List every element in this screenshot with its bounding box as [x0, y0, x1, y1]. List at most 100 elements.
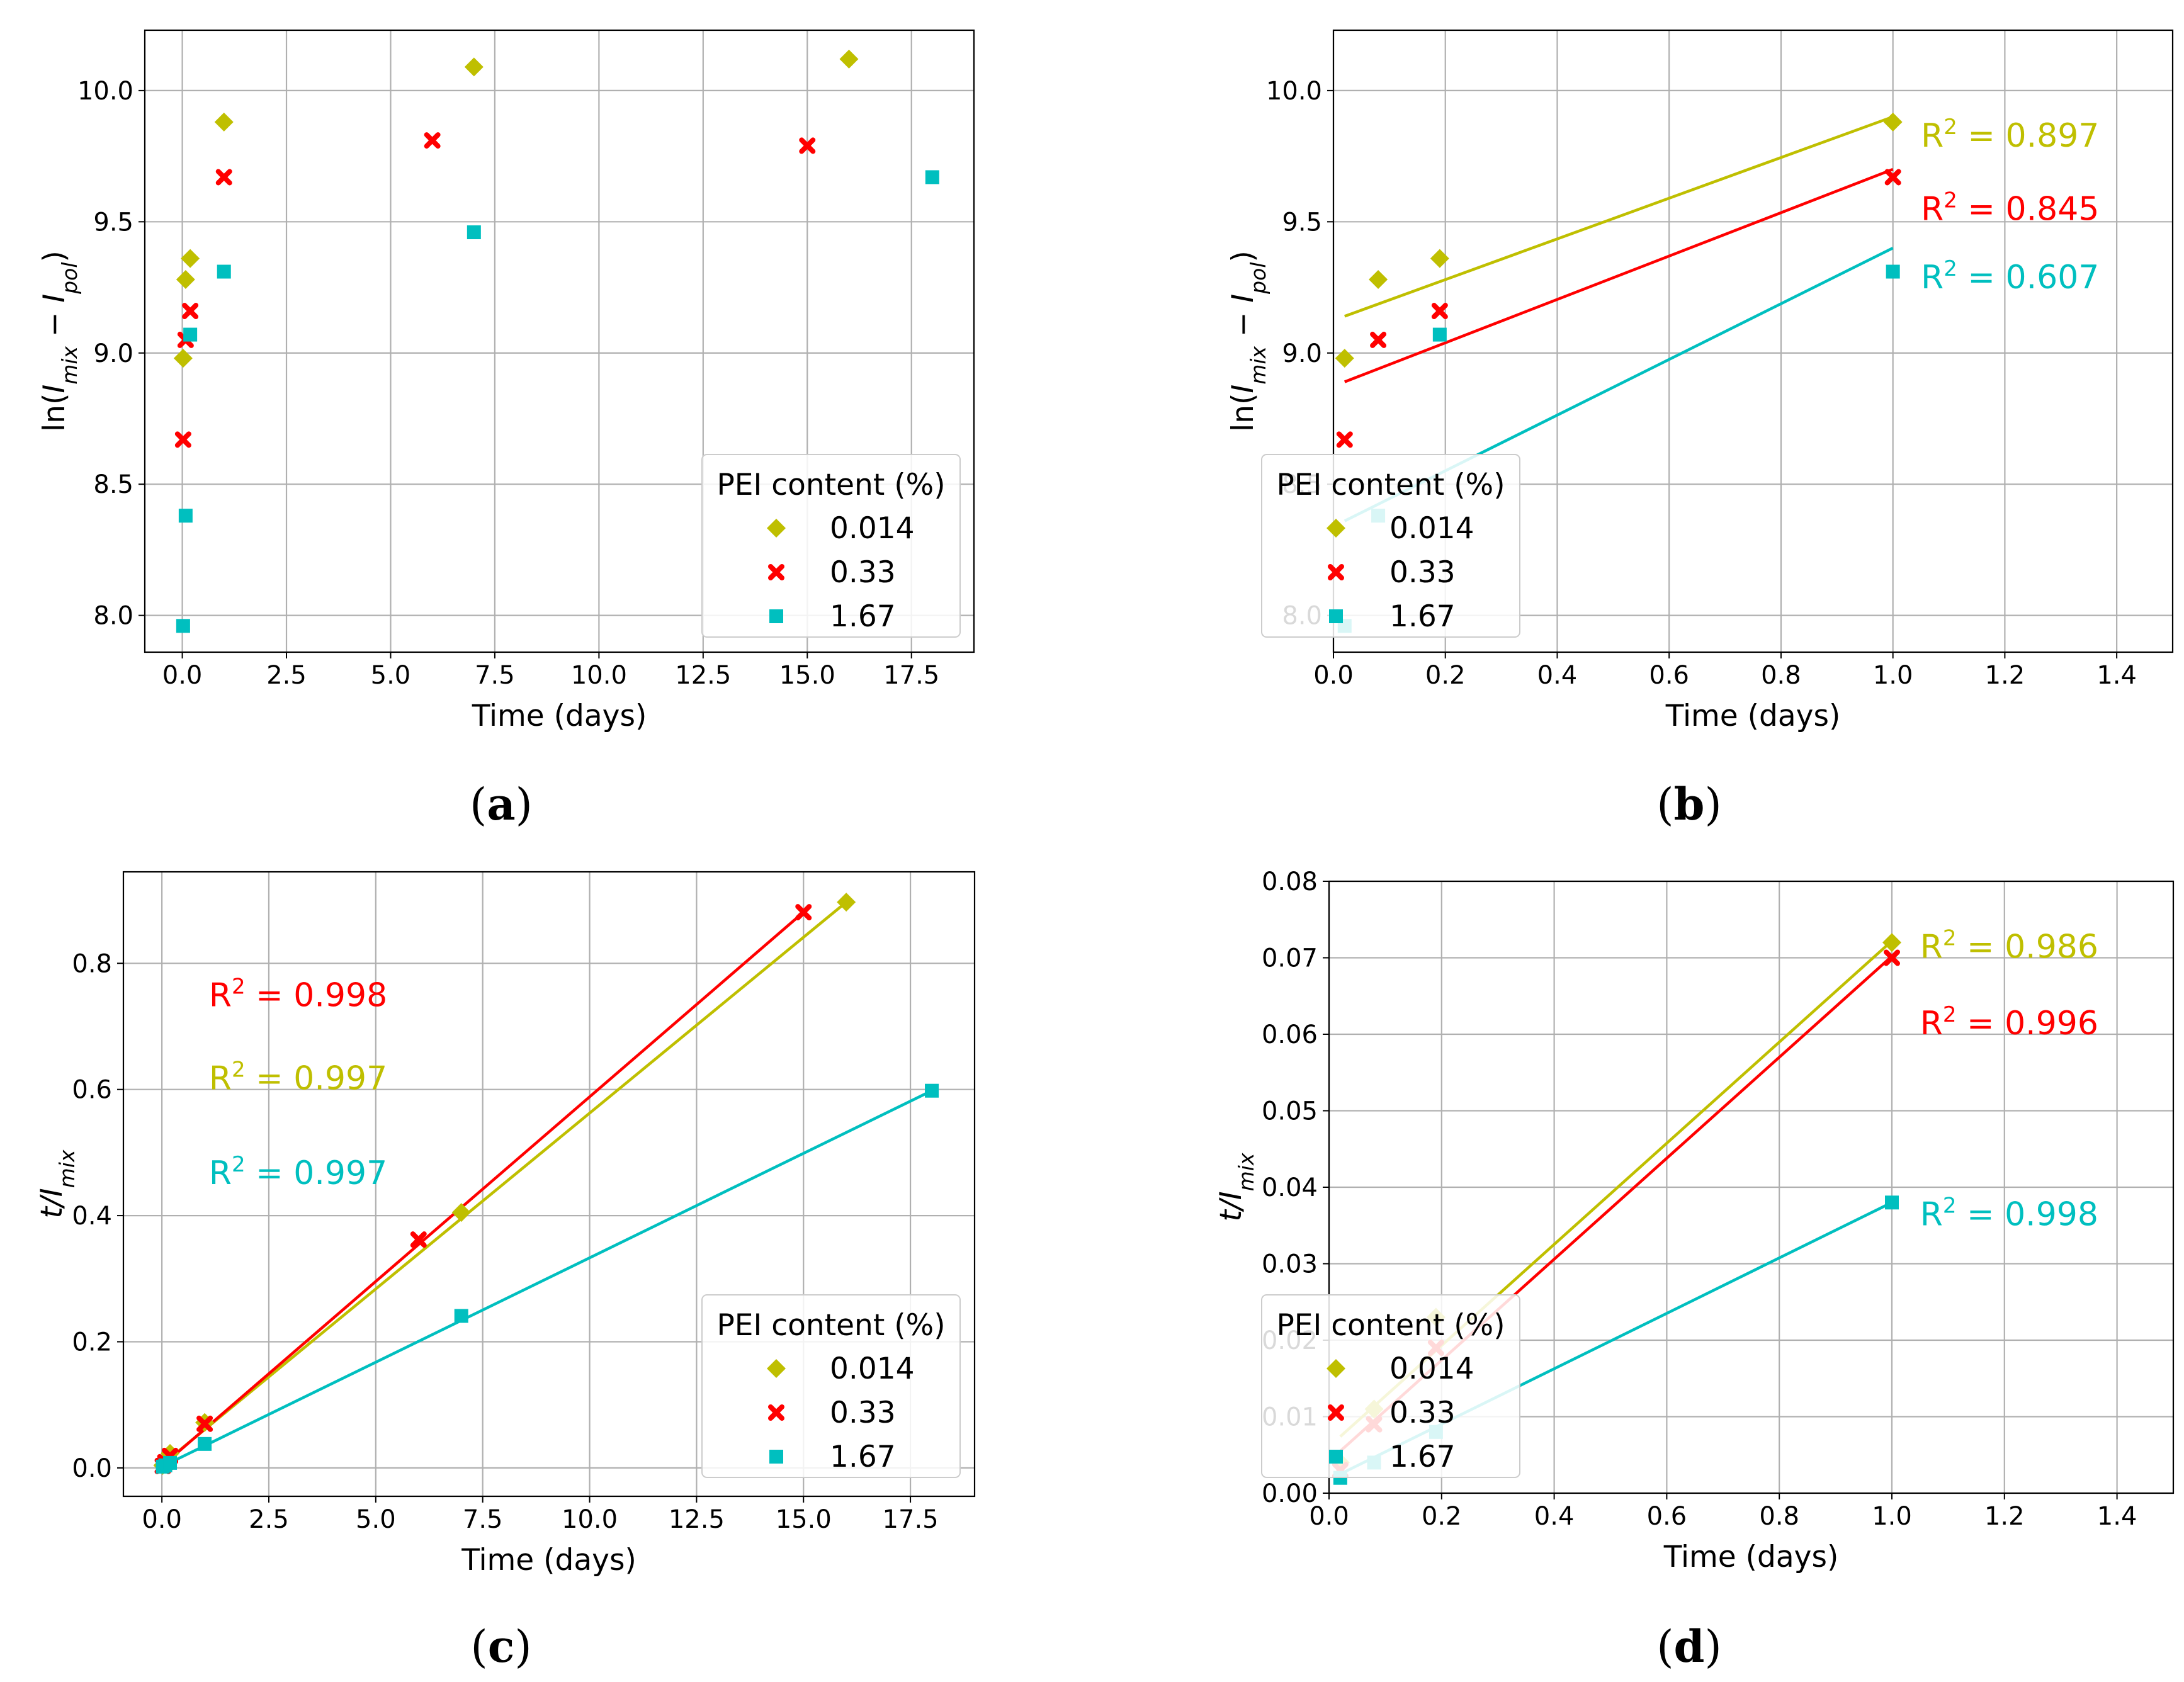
legend-title: PEI content (%) — [716, 1308, 945, 1343]
data-point-0.014 — [1335, 349, 1354, 368]
x-tick-label: 1.2 — [1985, 661, 2025, 690]
x-tick-label: 17.5 — [883, 661, 939, 690]
legend-title: PEI content (%) — [716, 468, 945, 502]
chart-panel-a: 0.0 2.5 5.0 7.5 10.0 12.5 15.0 17.5 8.0 8.5 9.0 9.5… — [37, 29, 975, 733]
legend-marker-0.014 — [1327, 1359, 1345, 1378]
data-point-0.33 — [799, 137, 816, 154]
r-squared-annotation: R2 = 0.997 — [209, 1152, 387, 1192]
legend-marker-1.67 — [769, 1450, 783, 1464]
data-point-0.33 — [174, 431, 191, 448]
x-tick-label: 0.8 — [1759, 1502, 1799, 1531]
legend: PEI content (%) 0.014 0.33 1.67 — [701, 1294, 961, 1478]
y-tick-label: 9.0 — [1282, 339, 1322, 368]
x-axis-label: Time (days) — [472, 699, 647, 733]
data-point-1.67 — [176, 619, 190, 633]
data-point-0.014 — [176, 270, 195, 290]
legend: PEI content (%) 0.014 0.33 1.67 — [1261, 1294, 1520, 1478]
data-point-0.014 — [839, 49, 859, 69]
legend-box — [701, 454, 961, 638]
legend-label: 0.014 — [830, 511, 915, 546]
data-point-0.33 — [424, 132, 441, 149]
data-point-0.33 — [1884, 949, 1900, 966]
fit-line-0.014 — [1344, 115, 1894, 318]
legend-label: 1.67 — [830, 599, 896, 634]
y-tick-label: 0.05 — [1262, 1097, 1318, 1126]
legend-label: 0.014 — [1389, 511, 1474, 546]
r-squared-annotation: R2 = 0.897 — [1921, 115, 2099, 155]
y-tick-label: 0.00 — [1262, 1479, 1318, 1508]
legend-label: 1.67 — [830, 1440, 896, 1474]
y-tick-label: 10.0 — [1266, 77, 1322, 106]
x-axis-label: Time (days) — [1665, 699, 1841, 733]
legend-label: 0.014 — [830, 1352, 915, 1386]
data-point-1.67 — [183, 327, 198, 342]
legend: PEI content (%) 0.014 0.33 1.67 — [1261, 454, 1520, 638]
legend-marker-0.014 — [1327, 519, 1345, 538]
x-tick-label: 0.4 — [1537, 661, 1578, 690]
legend-marker-1.67 — [769, 609, 783, 623]
x-tick-label: 1.4 — [2096, 661, 2137, 690]
x-tick-label: 0.0 — [162, 661, 203, 690]
x-tick-label: 0.0 — [1313, 661, 1354, 690]
r-squared-annotation: R2 = 0.845 — [1921, 188, 2099, 228]
data-point-1.67 — [925, 1083, 939, 1098]
y-tick-label: 0.2 — [72, 1328, 112, 1357]
data-point-0.33 — [215, 169, 232, 186]
y-tick-label: 0.07 — [1262, 944, 1318, 973]
legend-label: 1.67 — [1389, 1440, 1456, 1474]
x-tick-label: 12.5 — [669, 1505, 725, 1534]
x-tick-label: 0.8 — [1761, 661, 1801, 690]
r-squared-annotation: R2 = 0.607 — [1921, 256, 2099, 296]
legend-marker-1.67 — [1329, 1450, 1343, 1464]
data-point-1.67 — [1886, 264, 1900, 279]
r-squared-annotation: R2 = 0.998 — [1920, 1194, 2098, 1234]
data-point-0.014 — [1883, 112, 1903, 132]
chart-panel-d: 0.00.20.40.60.81.01.21.40.000.010.020.03… — [1214, 867, 2175, 1574]
x-tick-label: 5.0 — [356, 1505, 396, 1534]
x-tick-label: 12.5 — [675, 661, 731, 690]
y-tick-label: 9.5 — [1282, 208, 1322, 237]
x-tick-label: 10.0 — [562, 1505, 618, 1534]
x-tick-label: 0.2 — [1422, 1502, 1462, 1531]
y-axis-label: ln(Imix − Ipol) — [37, 251, 82, 432]
panel-label: (a) — [470, 778, 533, 830]
x-tick-label: 0.6 — [1647, 1502, 1687, 1531]
legend-label: 0.33 — [830, 555, 896, 590]
y-axis-label: t/Imix — [35, 1149, 79, 1218]
x-tick-label: 17.5 — [883, 1505, 939, 1534]
data-point-1.67 — [467, 225, 481, 239]
legend-box — [1261, 1294, 1520, 1478]
y-tick-label: 0.4 — [72, 1202, 112, 1231]
data-point-0.33 — [1336, 431, 1353, 448]
x-tick-label: 1.0 — [1872, 1502, 1912, 1531]
y-tick-label: 9.5 — [93, 208, 133, 237]
legend-label: 0.33 — [1389, 1396, 1456, 1430]
data-point-1.67 — [217, 264, 231, 279]
r-squared-annotation: R2 = 0.997 — [209, 1058, 387, 1098]
plot-frame — [144, 29, 975, 653]
legend-marker-0.014 — [767, 519, 786, 538]
x-tick-label: 0.4 — [1534, 1502, 1575, 1531]
data-point-0.33 — [182, 303, 199, 320]
x-tick-label: 0.6 — [1649, 661, 1689, 690]
x-tick-label: 15.0 — [779, 661, 835, 690]
x-tick-label: 1.0 — [1873, 661, 1913, 690]
y-tick-label: 10.0 — [77, 77, 133, 106]
legend-marker-1.67 — [1329, 609, 1343, 623]
x-axis-label: Time (days) — [461, 1543, 637, 1578]
fit-line-0.014 — [161, 901, 847, 1466]
data-point-1.67 — [1885, 1195, 1899, 1210]
legend: PEI content (%) 0.014 0.33 1.67 — [701, 454, 961, 638]
y-tick-label: 0.03 — [1262, 1250, 1318, 1279]
legend-label: 0.014 — [1389, 1352, 1474, 1386]
y-tick-label: 0.08 — [1262, 867, 1318, 896]
legend-title: PEI content (%) — [1276, 1308, 1505, 1343]
chart-panel-c: 0.0 2.5 5.0 7.5 10.0 12.5 15.0 17.5 0.0 0.2 0.4 0.6… — [35, 871, 976, 1578]
plot-frame — [1332, 29, 2174, 653]
x-tick-label: 1.4 — [2097, 1502, 2137, 1531]
data-point-0.33 — [1370, 331, 1387, 348]
legend-box — [701, 1294, 961, 1478]
x-tick-label: 7.5 — [463, 1505, 503, 1534]
fit-line-1.67 — [161, 1089, 933, 1468]
